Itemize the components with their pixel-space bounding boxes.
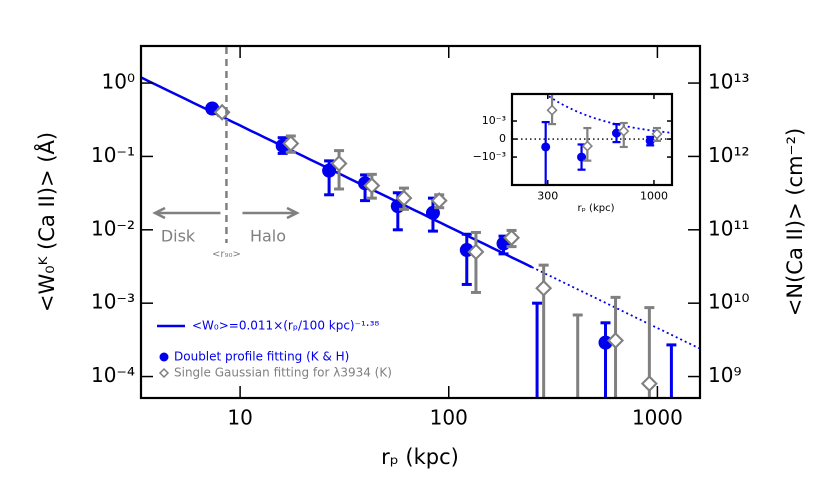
point [581,140,593,152]
point [640,375,658,393]
point [430,192,448,210]
point [282,135,300,152]
point [535,279,553,297]
arrow-head [286,206,300,220]
y2-tick-label: 10⁹ [708,363,741,387]
point [645,136,655,146]
annotation: Disk [161,227,196,246]
inset-x-axis-label: rₚ (kpc) [577,203,614,214]
y-tick-label: 10⁻³ [482,114,506,127]
legend-marker [159,352,169,362]
legend-marker [158,367,170,379]
y-tick-label: 10⁻³ [91,290,135,314]
y-tick-label: 10⁰ [102,70,135,94]
point [541,142,551,152]
x-tick-label: 1000 [632,406,683,430]
point [618,125,630,137]
fit-line [531,266,700,350]
x-axis-label: rₚ (kpc) [381,445,459,469]
legend-label: Doublet profile fitting (K & H) [174,350,349,364]
error-bar [470,230,481,294]
point [467,243,485,261]
point [577,152,587,162]
point [503,229,521,247]
y2-axis-label: <N(Ca II)> (cm⁻²) [783,128,807,316]
y2-tick-label: 10¹³ [708,70,749,94]
y2-tick-label: 10¹¹ [708,216,749,240]
plot-area [512,94,672,185]
x-tick-label: 1000 [640,190,668,203]
upper-limit [532,301,543,398]
y-tick-label: 10⁻² [91,216,135,240]
error-bar [461,232,472,286]
point [330,155,348,173]
y-tick-label: 10⁻¹ [91,143,135,167]
arrow-head [152,206,166,220]
upper-limit [666,343,677,398]
legend-label: <W₀>=0.011×(rₚ/100 kpc)⁻¹·³⁸ [192,319,379,333]
annotation: Halo [250,227,286,246]
point [651,128,663,140]
point [363,177,381,195]
data-layer [512,94,672,185]
y2-tick-label: 10¹⁰ [708,290,749,314]
point [607,332,625,349]
y-tick-label: 0 [499,132,506,145]
y-axis-label: <W₀ᴷ (Ca II)> (Å) [33,132,59,312]
error-bar [541,121,550,185]
point [546,104,558,116]
y-tick-label: 10⁻⁴ [91,363,135,387]
error-bar [600,321,611,398]
legend-label: Single Gaussian fitting for λ3934 (K) [174,366,392,380]
x-tick-label: 100 [430,406,468,430]
point [395,189,413,207]
y2-tick-label: 10¹² [708,143,749,167]
plot-frame [139,44,702,400]
x-tick-label: 300 [537,190,558,203]
data-layer [141,76,700,398]
y-tick-label: −10⁻³ [473,150,506,163]
upper-limit [572,313,583,398]
plot-frame [510,92,674,187]
r90-label: <r₉₀> [212,249,241,260]
x-tick-label: 10 [227,406,252,430]
point [322,163,337,178]
point [425,205,440,220]
